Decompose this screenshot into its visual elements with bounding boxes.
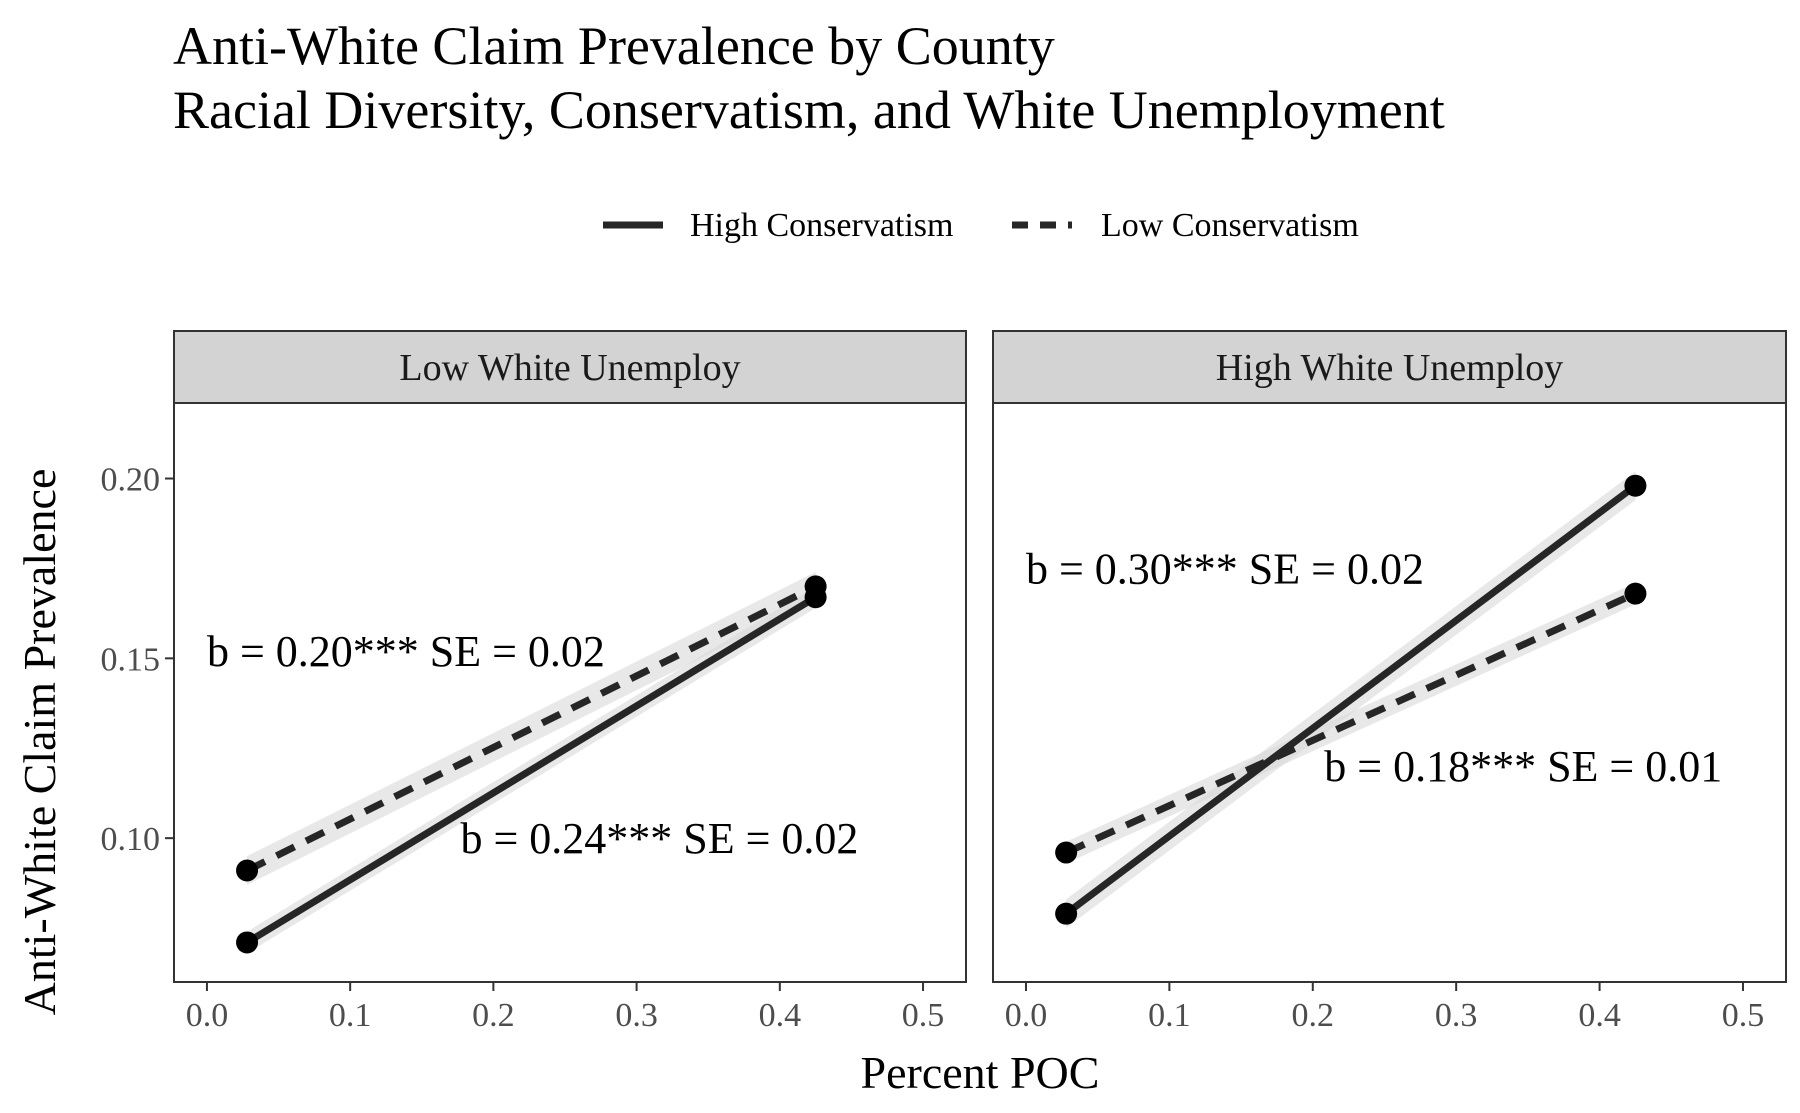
coefficient-annotation: b = 0.20*** SE = 0.02 [207,627,605,676]
data-point [1055,841,1078,864]
panel-strip-label: Low White Unemploy [399,347,740,389]
series-line-low-conservatism [1064,590,1637,856]
coefficient-annotation: b = 0.18*** SE = 0.01 [1324,742,1722,791]
panel-border [992,402,1787,983]
panel-strip [992,330,1787,404]
data-point [236,931,259,954]
panel-background [174,403,966,982]
coefficient-annotation: b = 0.24*** SE = 0.02 [460,814,858,863]
confidence-ribbon [247,572,816,885]
panels: Low White Unemploy b = 0.20*** SE = 0.02 b… [101,330,1787,1034]
data-point [236,859,259,882]
coefficient-annotation: b = 0.30*** SE = 0.02 [1026,544,1424,593]
data-point [804,575,827,598]
x-axis-title: Percent POC [861,1047,1100,1098]
panel-strip-label: High White Unemploy [1216,347,1564,389]
x-tick-label: 0.3 [615,997,658,1034]
x-tick-label: 0.3 [1435,997,1478,1034]
y-tick-label: 0.15 [101,641,161,678]
data-point [1055,902,1078,925]
x-tick-label: 0.2 [1292,997,1335,1034]
panel-border [173,402,967,983]
x-tick-label: 0.0 [186,997,229,1034]
x-tick-label: 0.5 [1722,997,1765,1034]
panel-1: Low White Unemploy b = 0.20*** SE = 0.02 b… [101,330,967,1034]
x-tick-label: 0.4 [1578,997,1621,1034]
x-tick-label: 0.5 [902,997,945,1034]
legend-label-low-conservatism: Low Conservatism [1101,207,1359,244]
panel-strip [173,330,967,404]
chart-subtitle: Racial Diversity, Conservatism, and Whit… [173,80,1445,140]
y-tick-label: 0.10 [101,821,161,858]
data-point [1624,474,1647,497]
x-tick-label: 0.0 [1005,997,1048,1034]
series-line-high-conservatism [1064,482,1638,917]
x-tick-label: 0.1 [1148,997,1191,1034]
y-axis-title: Anti-White Claim Prevalence [14,469,65,1016]
panel-background [993,403,1786,982]
x-tick-label: 0.2 [472,997,515,1034]
x-tick-label: 0.1 [329,997,372,1034]
data-point [1624,582,1647,605]
legend: High Conservatism Low Conservatism [603,207,1359,244]
chart-title: Anti-White Claim Prevalence by County [173,16,1055,76]
y-tick-label: 0.20 [101,462,161,499]
series-line-high-conservatism [245,594,818,946]
panel-2: High White Unemploy b = 0.30*** SE = 0.02… [992,330,1787,1034]
x-tick-label: 0.4 [759,997,802,1034]
legend-label-high-conservatism: High Conservatism [690,207,953,244]
series-line-low-conservatism [245,583,818,874]
